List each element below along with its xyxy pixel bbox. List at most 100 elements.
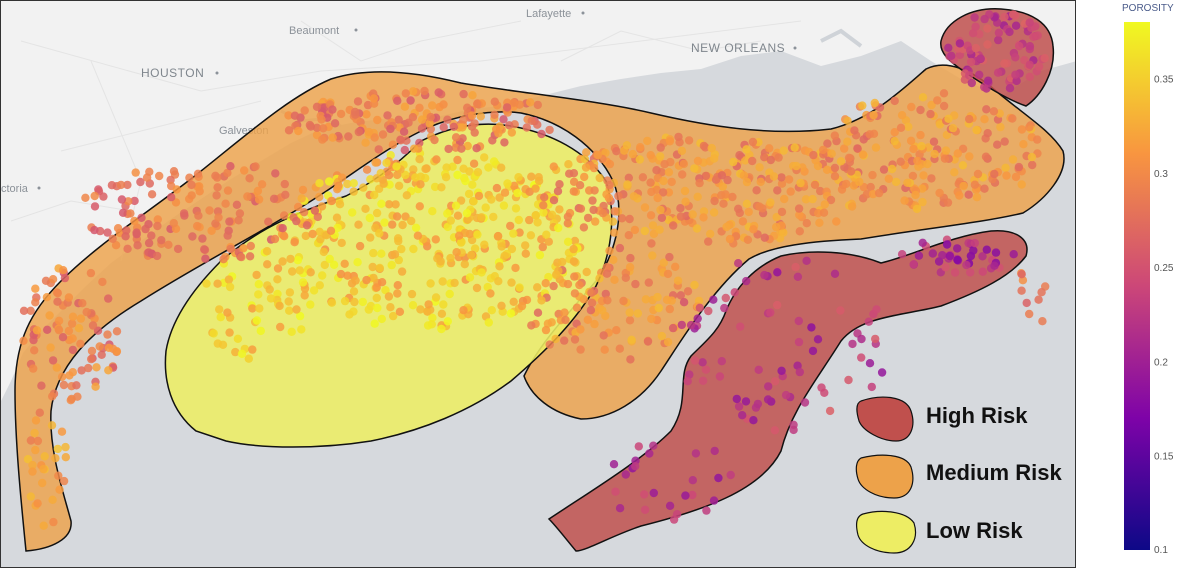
sample-point[interactable] <box>1008 114 1017 123</box>
sample-point[interactable] <box>570 289 580 298</box>
sample-point[interactable] <box>372 174 381 183</box>
sample-point[interactable] <box>655 225 664 234</box>
sample-point[interactable] <box>953 244 962 253</box>
sample-point[interactable] <box>1014 162 1024 172</box>
sample-point[interactable] <box>690 356 700 365</box>
sample-point[interactable] <box>704 237 713 246</box>
sample-point[interactable] <box>939 89 949 98</box>
sample-point[interactable] <box>815 218 824 227</box>
sample-point[interactable] <box>187 180 196 190</box>
sample-point[interactable] <box>634 442 643 451</box>
sample-point[interactable] <box>74 324 84 333</box>
sample-point[interactable] <box>780 194 789 204</box>
sample-point[interactable] <box>244 354 253 363</box>
sample-point[interactable] <box>415 155 424 164</box>
sample-point[interactable] <box>688 476 697 485</box>
sample-point[interactable] <box>416 305 425 314</box>
sample-point[interactable] <box>934 257 944 266</box>
sample-point[interactable] <box>621 470 630 479</box>
sample-point[interactable] <box>744 207 753 217</box>
sample-point[interactable] <box>406 96 415 105</box>
sample-point[interactable] <box>423 321 433 330</box>
sample-point[interactable] <box>742 199 752 208</box>
sample-point[interactable] <box>459 164 468 173</box>
sample-point[interactable] <box>169 219 178 228</box>
sample-point[interactable] <box>350 297 359 307</box>
sample-point[interactable] <box>549 162 558 171</box>
sample-point[interactable] <box>407 216 416 226</box>
sample-point[interactable] <box>677 320 686 330</box>
sample-point[interactable] <box>569 244 578 254</box>
sample-point[interactable] <box>570 272 579 281</box>
sample-point[interactable] <box>789 425 798 435</box>
sample-point[interactable] <box>636 143 645 152</box>
sample-point[interactable] <box>534 176 544 186</box>
sample-point[interactable] <box>688 210 697 219</box>
sample-point[interactable] <box>702 506 711 515</box>
sample-point[interactable] <box>235 209 245 218</box>
sample-point[interactable] <box>459 115 468 125</box>
sample-point[interactable] <box>237 349 247 358</box>
sample-point[interactable] <box>379 179 388 188</box>
sample-point[interactable] <box>54 325 64 335</box>
sample-point[interactable] <box>1027 152 1037 162</box>
sample-point[interactable] <box>463 141 472 151</box>
sample-point[interactable] <box>784 175 794 184</box>
sample-point[interactable] <box>373 115 382 125</box>
sample-point[interactable] <box>734 259 743 268</box>
sample-point[interactable] <box>107 181 117 190</box>
sample-point[interactable] <box>938 251 947 260</box>
sample-point[interactable] <box>470 128 479 137</box>
sample-point[interactable] <box>263 260 272 269</box>
sample-point[interactable] <box>252 316 262 325</box>
sample-point[interactable] <box>647 187 656 197</box>
sample-point[interactable] <box>1040 54 1049 63</box>
sample-point[interactable] <box>916 105 925 115</box>
sample-point[interactable] <box>370 133 379 142</box>
sample-point[interactable] <box>231 347 240 357</box>
sample-point[interactable] <box>391 200 400 209</box>
sample-point[interactable] <box>290 238 299 247</box>
sample-point[interactable] <box>753 399 763 409</box>
sample-point[interactable] <box>765 144 774 153</box>
sample-point[interactable] <box>495 193 504 202</box>
sample-point[interactable] <box>993 68 1003 77</box>
sample-point[interactable] <box>284 297 293 306</box>
sample-point[interactable] <box>1011 70 1020 79</box>
sample-point[interactable] <box>484 163 493 172</box>
sample-point[interactable] <box>721 293 730 303</box>
sample-point[interactable] <box>198 234 207 243</box>
sample-point[interactable] <box>610 228 619 237</box>
sample-point[interactable] <box>445 289 454 299</box>
sample-point[interactable] <box>365 213 374 223</box>
sample-point[interactable] <box>633 309 643 318</box>
sample-point[interactable] <box>328 105 337 114</box>
sample-point[interactable] <box>57 372 67 381</box>
sample-point[interactable] <box>252 270 261 280</box>
sample-point[interactable] <box>982 105 991 114</box>
sample-point[interactable] <box>118 208 128 217</box>
sample-point[interactable] <box>423 307 432 316</box>
sample-point[interactable] <box>779 146 788 155</box>
sample-point[interactable] <box>801 195 811 204</box>
sample-point[interactable] <box>449 122 458 131</box>
sample-point[interactable] <box>111 241 121 250</box>
sample-point[interactable] <box>940 154 950 163</box>
sample-point[interactable] <box>377 249 386 258</box>
sample-point[interactable] <box>539 201 548 210</box>
sample-point[interactable] <box>166 175 175 185</box>
sample-point[interactable] <box>292 216 301 226</box>
sample-point[interactable] <box>286 254 295 264</box>
sample-point[interactable] <box>477 213 486 222</box>
sample-point[interactable] <box>832 217 841 226</box>
sample-point[interactable] <box>665 137 675 146</box>
sample-point[interactable] <box>644 278 653 287</box>
sample-point[interactable] <box>718 182 727 191</box>
sample-point[interactable] <box>377 314 386 324</box>
sample-point[interactable] <box>248 304 257 313</box>
sample-point[interactable] <box>366 175 375 184</box>
sample-point[interactable] <box>472 283 482 293</box>
sample-point[interactable] <box>408 87 418 96</box>
sample-point[interactable] <box>950 168 959 177</box>
sample-point[interactable] <box>953 255 962 265</box>
